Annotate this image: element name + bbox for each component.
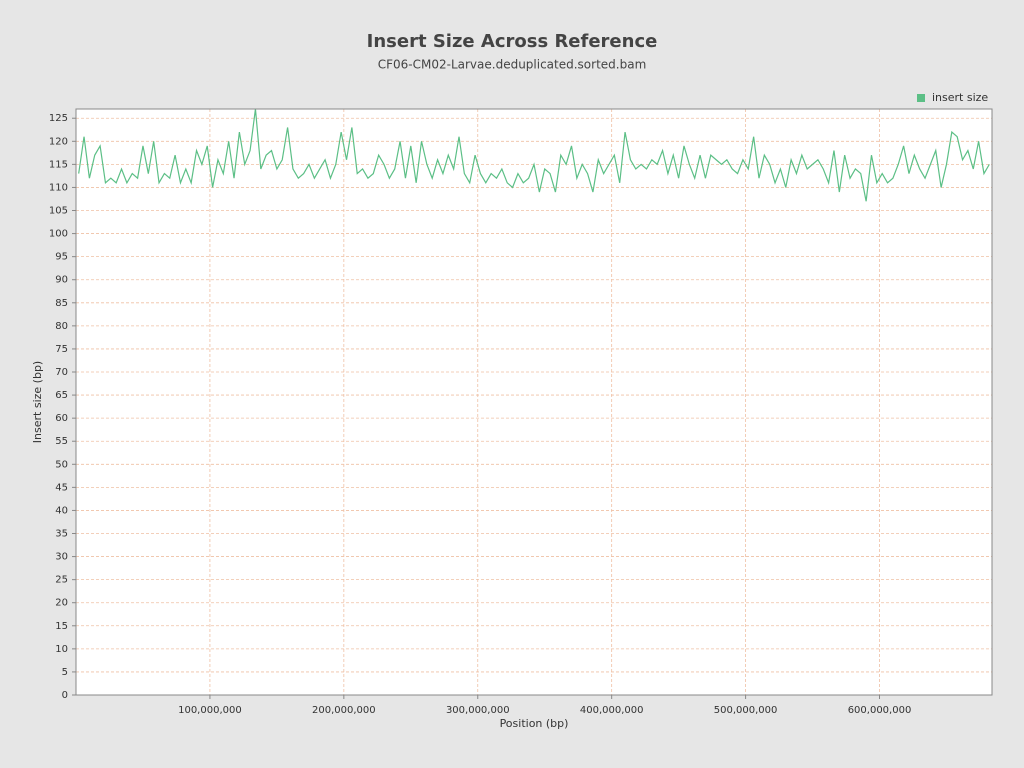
y-tick-label: 110 (49, 182, 68, 193)
grid: 0 5 10 15 20 25 30 35 40 45 50 55 60 65 70 75 80 85 90 95 10… (49, 109, 992, 716)
y-tick-label: 0 (62, 690, 68, 701)
legend-label: insert size (932, 91, 988, 104)
x-tick-label: 200,000,000 (312, 705, 376, 716)
y-tick-label: 105 (49, 206, 68, 217)
legend: insert size (917, 91, 988, 104)
y-tick-label: 100 (49, 229, 68, 240)
y-tick-label: 15 (55, 621, 68, 632)
y-tick-label: 55 (55, 436, 68, 447)
y-tick-label: 90 (55, 275, 68, 286)
y-tick-label: 65 (55, 390, 68, 401)
x-tick-label: 500,000,000 (714, 705, 778, 716)
x-tick-label: 100,000,000 (178, 705, 242, 716)
x-tick-label: 300,000,000 (446, 705, 510, 716)
y-tick-label: 25 (55, 575, 68, 586)
line-series (78, 108, 990, 202)
chart-subtitle: CF06-CM02-Larvae.deduplicated.sorted.bam (378, 58, 647, 72)
y-tick-label: 60 (55, 413, 68, 424)
y-axis-label: Insert size (bp) (31, 361, 44, 443)
legend-swatch (917, 94, 925, 102)
y-tick-label: 30 (55, 552, 68, 563)
y-tick-label: 50 (55, 459, 68, 470)
y-tick-label: 125 (49, 113, 68, 124)
y-tick-label: 95 (55, 252, 68, 263)
y-tick-label: 80 (55, 321, 68, 332)
y-tick-label: 75 (55, 344, 68, 355)
x-tick-label: 400,000,000 (580, 705, 644, 716)
y-tick-label: 35 (55, 529, 68, 540)
chart-title: Insert Size Across Reference (367, 31, 658, 52)
plot-area (76, 109, 992, 695)
y-tick-label: 85 (55, 298, 68, 309)
x-axis-label: Position (bp) (500, 717, 569, 730)
y-tick-label: 40 (55, 505, 68, 516)
y-tick-label: 120 (49, 136, 68, 147)
y-tick-label: 115 (49, 159, 68, 170)
y-tick-label: 70 (55, 367, 68, 378)
y-tick-label: 20 (55, 598, 68, 609)
y-tick-label: 10 (55, 644, 68, 655)
x-tick-label: 600,000,000 (848, 705, 912, 716)
marks (78, 108, 990, 202)
y-tick-label: 5 (62, 667, 68, 678)
plot-border (75, 108, 993, 696)
y-tick-label: 45 (55, 482, 68, 493)
